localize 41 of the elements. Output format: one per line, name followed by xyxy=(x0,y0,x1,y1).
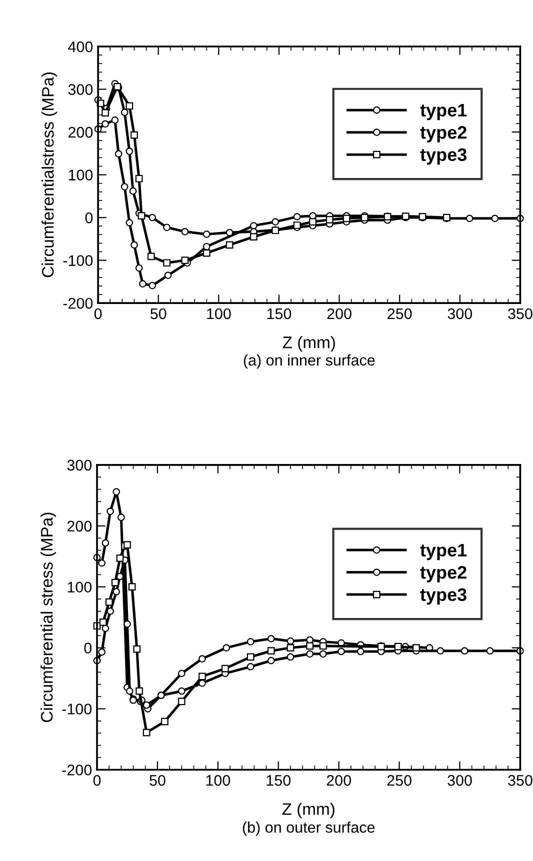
legend-label: type3 xyxy=(420,148,467,165)
y-tick-label: -100 xyxy=(63,255,93,266)
text: (b) on outer surface xyxy=(242,822,375,836)
legend-label: type1 xyxy=(420,544,467,560)
x-tick-label: 100 xyxy=(207,308,231,320)
x-axis-title: Z (mm) xyxy=(282,336,335,352)
y-tick-label: 300 xyxy=(68,84,93,95)
legend-label: type2 xyxy=(420,126,466,142)
x-tick-label: 0 xyxy=(94,308,102,320)
x-tick-label: 50 xyxy=(150,775,166,786)
y-tick-label: 0 xyxy=(84,642,92,654)
y-tick-label: -200 xyxy=(62,764,92,776)
x-tick-label: 200 xyxy=(327,308,352,320)
legend-label: type2 xyxy=(420,566,466,582)
legend-label: type3 xyxy=(420,588,466,605)
y-tick-label: 100 xyxy=(68,170,93,180)
x-tick-label: 350 xyxy=(508,775,532,786)
y-tick-label: 300 xyxy=(67,460,92,471)
x-tick-label: 300 xyxy=(448,775,472,786)
y-tick-label: -200 xyxy=(63,298,93,309)
x-tick-label: 200 xyxy=(326,775,351,786)
y-tick-label: 200 xyxy=(67,520,92,532)
x-tick-label: 300 xyxy=(448,308,472,320)
y-tick-label: 100 xyxy=(68,582,92,593)
legend-label: type1 xyxy=(420,104,467,120)
x-tick-label: 150 xyxy=(266,775,291,786)
x-tick-label: 50 xyxy=(150,308,166,320)
x-tick-label: 250 xyxy=(387,775,412,786)
x-tick-label: 250 xyxy=(388,308,412,320)
y-tick-label: -100 xyxy=(62,704,92,714)
x-tick-label: 350 xyxy=(508,308,532,320)
y-tick-label: 0 xyxy=(85,212,93,224)
y-axis-title: Circumferential stress (MPa) xyxy=(40,512,56,722)
x-tick-label: 150 xyxy=(267,308,292,320)
y-tick-label: 400 xyxy=(68,41,93,52)
x-tick-label: 0 xyxy=(93,775,101,786)
y-tick-label: 200 xyxy=(68,126,93,138)
x-axis-title: Z (mm) xyxy=(282,802,334,818)
y-axis-title: Circumferentialstress (MPa) xyxy=(42,72,58,278)
text: (a) on inner surface xyxy=(244,354,375,369)
x-tick-label: 100 xyxy=(206,775,230,786)
